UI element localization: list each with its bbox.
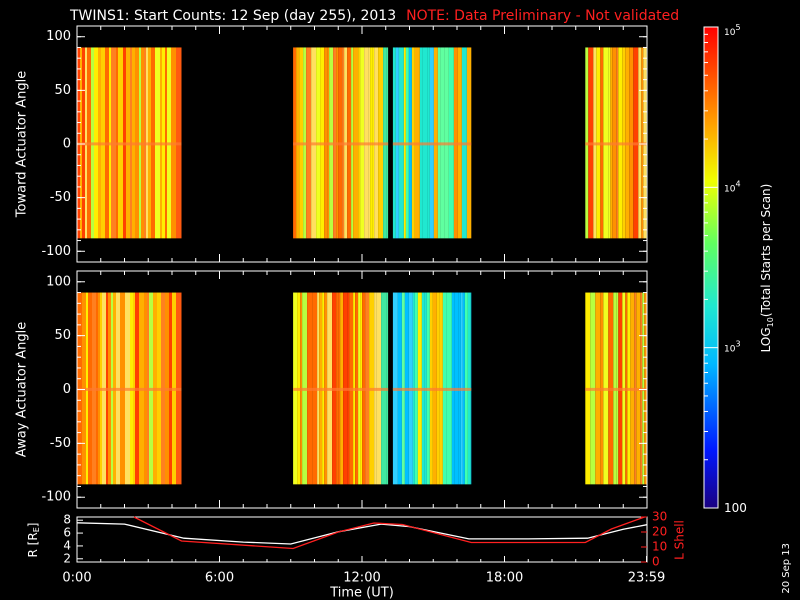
colorbar-tick-label: 103 [724,340,741,355]
y-tick-label: -100 [41,244,71,259]
orbit-right-tick-label: 0 [652,555,660,569]
orbit-left-tick-label: 8 [63,513,71,527]
heatmap-toward [77,47,648,239]
orbit-right-label: L Shell [673,520,687,560]
x-tick-label: 6:00 [205,571,234,586]
x-tick-label: 0:00 [62,571,91,586]
orbit-left-label-end: ] [26,523,40,528]
axes-layer: 100 50 0 -50 -100 Toward Actuator Angle 100 50 0… [15,25,648,509]
orbit-left-label-main: R [R [26,532,40,557]
colorbar-tick-label: 104 [724,179,741,194]
title-text: TWINS1: Start Counts: 12 Sep (day 255), … [70,8,397,24]
colorbar-tick-label: 100 [724,501,747,515]
zero-band [392,387,472,391]
preliminary-note: NOTE: Data Preliminary - Not validated [406,8,680,24]
y-tick-label: 50 [54,328,71,343]
orbit-right-tick-label: 20 [652,525,667,539]
panels-layer [77,26,648,508]
colorbar-gradient [703,26,719,509]
x-tick-label: 12:00 [343,571,380,586]
orbit-frame [76,516,648,563]
orbit-left-tick-label: 4 [63,538,71,552]
orbit-left-tick-label: 6 [63,526,71,540]
colorbar-tick-label: 105 [724,23,741,38]
y-tick-label: 0 [63,382,71,397]
colorbar-tick-exponent: 4 [735,179,740,188]
colorbar-label: LOG10(Total Starts per Scan) [759,184,775,353]
y-axis-label-toward: Toward Actuator Angle [15,71,30,218]
x-tick-label: 18:00 [486,571,523,586]
y-tick-label: -100 [41,490,71,505]
y-tick-label: 100 [46,274,71,289]
orbit-line-right [133,516,645,550]
colorbar-tick-exponent: 5 [735,23,740,32]
y-tick-label: 0 [63,137,71,152]
x-axis-label: Time (UT) [329,586,394,600]
zero-band [77,142,182,146]
zero-band [77,387,182,391]
y-tick-label: -50 [50,436,71,451]
chart-title: TWINS1: Start Counts: 12 Sep (day 255), … [70,8,679,24]
orbit-left-tick-label: 2 [63,551,71,565]
orbit-right-tick-label: 30 [652,510,667,524]
orbit-left-label: R [RE] [26,523,41,558]
x-tick-label: 23:59 [628,571,665,586]
colorbar-label-prefix: LOG [759,327,773,352]
colorbar-label-sub: 10 [766,317,775,327]
colorbar-tick-exponent: 3 [735,340,740,349]
zero-band [293,387,389,391]
zero-band [585,387,647,391]
zero-band [585,142,647,146]
y-tick-label: -50 [50,190,71,205]
colorbar-label-suffix: (Total Starts per Scan) [759,184,773,318]
y-tick-label: 100 [46,29,71,44]
date-stamp: 20 Sep 13 [781,543,792,594]
zero-band [293,142,389,146]
orbit-right-tick-label: 10 [652,540,667,554]
heatmap-away [77,292,648,485]
zero-band [392,142,472,146]
y-axis-label-away: Away Actuator Angle [15,322,30,457]
orbit-line-left [76,522,648,545]
orbit-left-label-sub: E [32,527,41,532]
y-tick-label: 50 [54,83,71,98]
